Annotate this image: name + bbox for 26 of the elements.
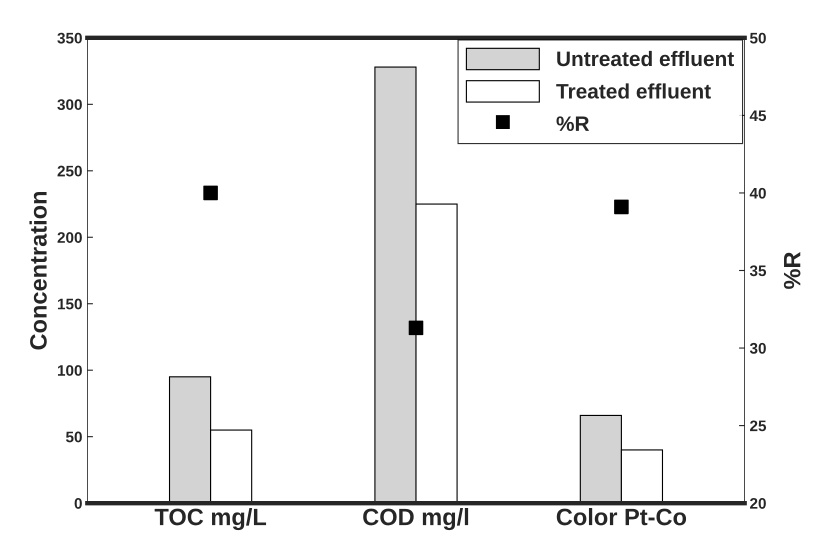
x-tick-label: Color Pt-Co bbox=[556, 508, 686, 526]
y2-axis-title: %R bbox=[784, 252, 800, 289]
y-tick-label: 0 bbox=[74, 498, 82, 509]
y-axis-title: Concentration bbox=[29, 192, 47, 350]
legend-label: %R bbox=[556, 116, 590, 132]
x-tick-label: TOC mg/L bbox=[154, 508, 266, 530]
legend-label: Untreated effluent bbox=[557, 50, 734, 66]
y2-tick-label: 20 bbox=[750, 498, 766, 509]
point bbox=[203, 186, 218, 200]
y-tick-label: 300 bbox=[57, 99, 82, 110]
y2-tick-label: 25 bbox=[750, 420, 766, 432]
y-tick-label: 200 bbox=[58, 232, 82, 243]
y2-tick-label: 40 bbox=[750, 188, 766, 199]
legend-label: Treated effluent bbox=[556, 83, 711, 99]
y-tick-label: 250 bbox=[58, 166, 82, 176]
y-tick-label: 350 bbox=[57, 32, 82, 44]
y-tick-label: 150 bbox=[58, 298, 82, 310]
y2-tick-label: 35 bbox=[750, 265, 766, 276]
y-tick-label: 100 bbox=[58, 365, 82, 376]
x-tick-label: COD mg/l bbox=[363, 508, 468, 530]
point bbox=[408, 320, 424, 336]
y-tick-label: 50 bbox=[66, 432, 82, 442]
y2-tick-label: 45 bbox=[750, 110, 766, 122]
point bbox=[614, 200, 629, 214]
y2-tick-label: 30 bbox=[750, 342, 766, 354]
y2-tick-label: 50 bbox=[750, 32, 766, 44]
